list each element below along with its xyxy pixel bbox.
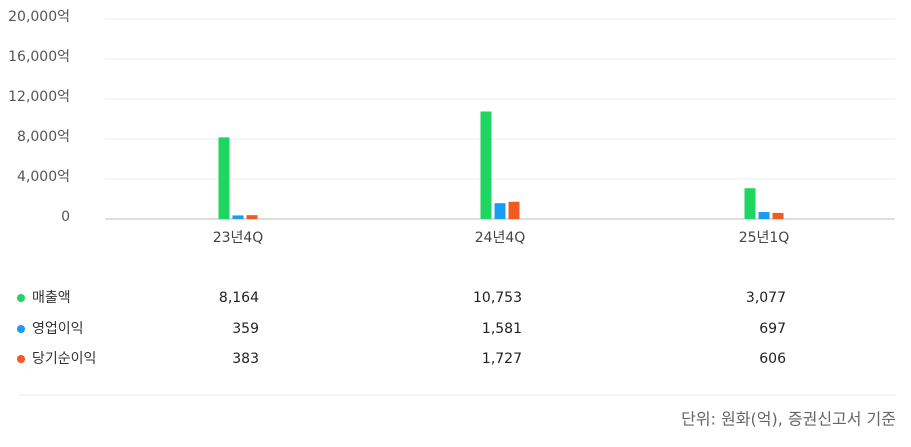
y-tick-label: 0 bbox=[61, 209, 70, 225]
bar bbox=[494, 203, 506, 219]
bar bbox=[508, 201, 520, 219]
legend-label: 당기순이익 bbox=[32, 351, 96, 367]
bar bbox=[218, 137, 230, 219]
x-tick-label: 23년4Q bbox=[213, 230, 264, 246]
bar bbox=[246, 215, 258, 219]
bar bbox=[232, 215, 244, 219]
legend-label: 매출액 bbox=[32, 290, 71, 306]
value-label: 10,753 bbox=[473, 290, 522, 306]
bar bbox=[772, 212, 784, 219]
bar bbox=[744, 188, 756, 219]
value-label: 8,164 bbox=[219, 290, 259, 306]
value-label: 606 bbox=[759, 351, 786, 367]
value-label: 359 bbox=[232, 321, 259, 337]
value-label: 1,581 bbox=[482, 321, 522, 337]
value-label: 3,077 bbox=[746, 290, 786, 306]
x-tick-label: 25년1Q bbox=[739, 230, 790, 246]
legend-label: 영업이익 bbox=[32, 321, 84, 337]
bar bbox=[758, 212, 770, 219]
y-tick-label: 8,000억 bbox=[17, 129, 70, 145]
value-label: 383 bbox=[232, 351, 259, 367]
bar bbox=[480, 111, 492, 219]
unit-note: 단위: 원화(억), 증권신고서 기준 bbox=[681, 410, 896, 429]
legend-dot bbox=[17, 355, 25, 363]
y-tick-label: 12,000억 bbox=[8, 89, 70, 105]
value-label: 1,727 bbox=[482, 351, 522, 367]
y-tick-label: 4,000억 bbox=[17, 169, 70, 185]
legend-dot bbox=[17, 294, 25, 302]
y-tick-label: 16,000억 bbox=[8, 49, 70, 65]
x-tick-label: 24년4Q bbox=[475, 230, 526, 246]
y-tick-label: 20,000억 bbox=[8, 9, 70, 25]
value-label: 697 bbox=[759, 321, 786, 337]
legend-dot bbox=[17, 325, 25, 333]
